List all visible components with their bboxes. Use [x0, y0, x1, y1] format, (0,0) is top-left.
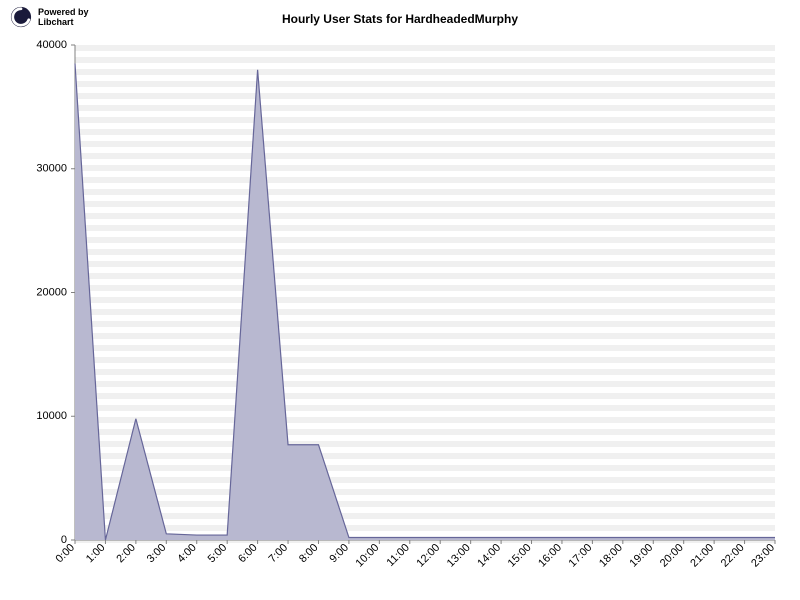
plot-stripes	[75, 45, 775, 543]
x-tick-label: 9:00	[327, 542, 351, 566]
y-tick-label: 30000	[36, 163, 67, 175]
x-tick-label: 17:00	[567, 542, 595, 570]
x-tick-label: 5:00	[206, 542, 230, 566]
y-ticks: 010000200003000040000	[36, 39, 75, 546]
x-tick-label: 14:00	[475, 542, 503, 570]
line-chart: 0100002000030000400000:001:002:003:004:0…	[0, 0, 800, 600]
x-tick-label: 8:00	[297, 542, 321, 566]
x-tick-label: 0:00	[53, 542, 77, 566]
x-tick-label: 2:00	[114, 542, 138, 566]
x-tick-label: 22:00	[719, 542, 747, 570]
x-tick-label: 15:00	[506, 542, 534, 570]
y-tick-label: 20000	[36, 286, 67, 298]
x-tick-label: 10:00	[354, 542, 382, 570]
x-tick-label: 23:00	[749, 542, 777, 570]
x-tick-label: 11:00	[385, 542, 412, 569]
x-tick-label: 19:00	[627, 542, 655, 570]
x-tick-label: 21:00	[688, 542, 716, 570]
x-tick-label: 16:00	[536, 542, 564, 570]
y-tick-label: 10000	[36, 410, 67, 422]
x-tick-label: 20:00	[658, 542, 686, 570]
x-tick-label: 6:00	[236, 542, 260, 566]
x-tick-label: 18:00	[597, 542, 625, 570]
x-tick-label: 4:00	[175, 542, 199, 566]
y-tick-label: 40000	[36, 39, 67, 51]
x-tick-label: 7:00	[267, 542, 291, 566]
x-tick-label: 12:00	[414, 542, 442, 570]
x-tick-label: 13:00	[445, 542, 473, 570]
x-tick-label: 3:00	[145, 542, 169, 566]
x-tick-label: 1:00	[84, 542, 108, 566]
x-ticks: 0:00 1:002:00 3:004:00 5:006:00 7:008:009:00…	[53, 540, 777, 570]
